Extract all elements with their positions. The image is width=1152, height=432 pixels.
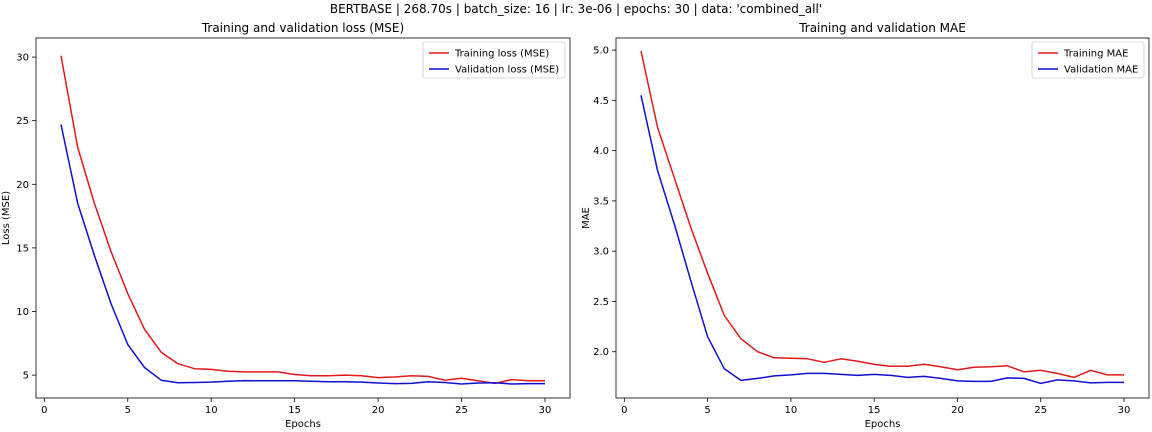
x-tick-label: 25 bbox=[1034, 405, 1047, 416]
plot-frame bbox=[615, 37, 1150, 399]
x-tick-label: 5 bbox=[704, 405, 710, 416]
y-tick-label: 2.0 bbox=[593, 347, 609, 358]
x-tick-label: 10 bbox=[785, 405, 798, 416]
legend: Training loss (MSE) Validation loss (MSE) bbox=[422, 41, 566, 79]
series-line-validation bbox=[60, 124, 545, 385]
y-tick-label: 20 bbox=[16, 180, 29, 191]
legend-box bbox=[422, 41, 566, 79]
x-axis-label: Epochs bbox=[865, 419, 901, 430]
series-line-training bbox=[640, 50, 1124, 379]
x-tick-label: 20 bbox=[951, 405, 964, 416]
y-tick-label: 2.5 bbox=[593, 297, 609, 308]
x-tick-label: 0 bbox=[621, 405, 627, 416]
y-tick-label: 4.5 bbox=[593, 96, 609, 107]
x-tick-label: 30 bbox=[539, 405, 552, 416]
x-tick-label: 10 bbox=[205, 405, 218, 416]
y-tick-label: 30 bbox=[16, 53, 29, 64]
y-tick-label: 25 bbox=[16, 116, 29, 127]
y-tick-label: 10 bbox=[16, 307, 29, 318]
y-tick-label: 5.0 bbox=[593, 46, 609, 57]
x-tick-label: 30 bbox=[1118, 405, 1131, 416]
y-tick-label: 5 bbox=[23, 371, 29, 382]
x-tick-label: 0 bbox=[41, 405, 47, 416]
chart-title: Training and validation MAE bbox=[798, 21, 966, 35]
x-tick-label: 25 bbox=[455, 405, 468, 416]
plot-frame bbox=[35, 37, 571, 399]
legend-label: Training loss (MSE) bbox=[454, 49, 549, 60]
y-tick-label: 4.0 bbox=[593, 146, 609, 157]
x-tick-label: 5 bbox=[125, 405, 131, 416]
y-tick-label: 15 bbox=[16, 243, 29, 254]
x-tick-label: 20 bbox=[372, 405, 385, 416]
legend-label: Training MAE bbox=[1063, 49, 1128, 60]
y-axis-label: Loss (MSE) bbox=[1, 191, 12, 245]
legend-label: Validation MAE bbox=[1064, 65, 1138, 76]
legend-box bbox=[1031, 41, 1145, 79]
y-tick-label: 3.0 bbox=[593, 247, 609, 258]
x-axis-label: Epochs bbox=[285, 419, 321, 430]
loss-chart: Training and validation loss (MSE) 0 5 10 15… bbox=[1, 21, 571, 430]
figure-suptitle: BERTBASE | 268.70s | batch_size: 16 | lr… bbox=[330, 2, 822, 16]
y-axis-label: MAE bbox=[581, 207, 592, 229]
mae-chart: Training and validation MAE 0 5 10 15 20 25 30 2… bbox=[581, 21, 1150, 430]
legend-label: Validation loss (MSE) bbox=[455, 65, 559, 76]
y-tick-label: 3.5 bbox=[593, 196, 609, 207]
chart-title: Training and validation loss (MSE) bbox=[201, 21, 404, 35]
x-tick-label: 15 bbox=[288, 405, 301, 416]
series-line-training bbox=[60, 55, 545, 385]
series-line-validation bbox=[640, 95, 1124, 385]
x-tick-label: 15 bbox=[868, 405, 881, 416]
legend: Training MAE Validation MAE bbox=[1031, 41, 1145, 79]
